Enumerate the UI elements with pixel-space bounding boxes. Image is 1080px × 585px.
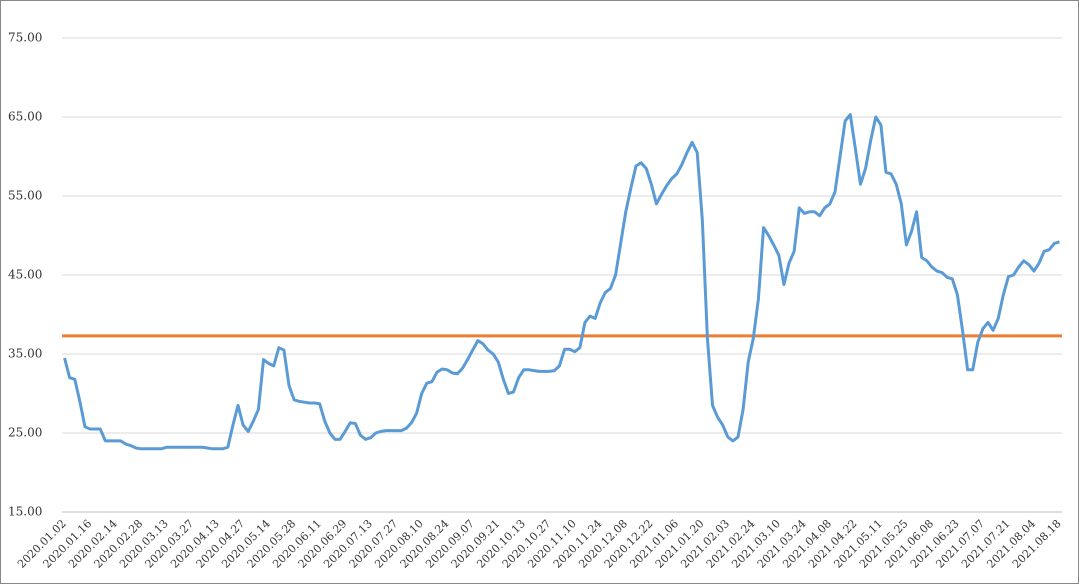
y-tick-label: 45.00 <box>8 268 42 282</box>
y-tick-label: 35.00 <box>8 347 42 361</box>
y-tick-label: 65.00 <box>8 110 42 124</box>
y-tick-label: 25.00 <box>8 426 42 440</box>
series-line <box>63 113 1060 451</box>
y-tick-label: 55.00 <box>8 189 42 203</box>
y-tick-label: 15.00 <box>8 505 42 519</box>
y-tick-label: 75.00 <box>8 31 42 45</box>
